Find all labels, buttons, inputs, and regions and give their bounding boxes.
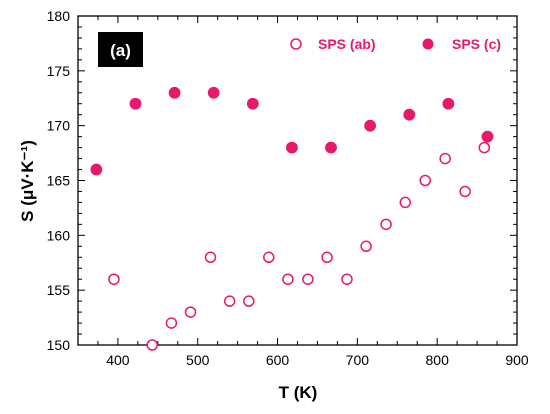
- data-point-sps-ab: [419, 174, 431, 187]
- data-point-sps-ab: [478, 141, 491, 154]
- data-point-sps-ab: [439, 152, 451, 165]
- data-point-sps-c: [481, 130, 494, 143]
- data-point-sps-ab: [184, 306, 197, 318]
- x-tick-label: 800: [426, 352, 450, 368]
- data-points: [90, 86, 494, 351]
- data-point-sps-c: [168, 86, 181, 99]
- data-point-sps-ab: [108, 273, 120, 285]
- y-tick-label: 160: [47, 227, 71, 243]
- data-point-sps-ab: [459, 185, 471, 198]
- data-point-sps-c: [286, 141, 298, 154]
- y-tick-labels: 150 155 160 165 170 175 180: [47, 8, 71, 353]
- x-tick-label: 900: [505, 352, 529, 368]
- data-point-sps-c: [442, 97, 455, 110]
- y-tick-label: 180: [47, 8, 71, 24]
- plot-frame: [77, 15, 518, 346]
- data-point-sps-ab: [341, 273, 353, 285]
- data-point-sps-c: [90, 163, 103, 176]
- data-point-sps-ab: [282, 273, 294, 285]
- x-tick-label: 500: [186, 352, 210, 368]
- legend-marker-sps-ab: [290, 38, 302, 50]
- y-tick-label: 155: [47, 282, 71, 298]
- data-point-sps-c: [207, 86, 220, 99]
- x-tick-labels: 400 500 600 700 800 900: [106, 352, 529, 368]
- y-axis-title: S (μV·K⁻¹): [18, 140, 37, 222]
- data-point-sps-ab: [380, 218, 392, 231]
- axis-ticks: [77, 15, 518, 346]
- x-tick-label: 400: [106, 352, 130, 368]
- data-point-sps-ab: [165, 317, 178, 329]
- panel-label-box: [98, 32, 143, 67]
- y-tick-label: 175: [47, 63, 71, 79]
- data-point-sps-c: [129, 97, 142, 110]
- y-tick-label: 150: [47, 337, 71, 353]
- legend-label-sps-c: SPS (c): [452, 36, 501, 52]
- data-point-sps-ab: [302, 273, 314, 285]
- data-point-sps-ab: [146, 339, 158, 351]
- data-point-sps-c: [403, 108, 416, 121]
- data-point-sps-ab: [223, 295, 236, 307]
- legend: SPS (ab) SPS (c): [290, 36, 501, 52]
- y-tick-label: 165: [47, 173, 71, 189]
- data-point-sps-c: [325, 141, 337, 154]
- x-tick-label: 600: [266, 352, 290, 368]
- data-point-sps-ab: [399, 196, 412, 209]
- data-point-sps-ab: [321, 251, 333, 264]
- data-point-sps-ab: [360, 240, 372, 253]
- x-axis-title: T (K): [279, 383, 318, 402]
- panel-label: (a): [110, 41, 131, 60]
- data-point-sps-c: [364, 119, 377, 132]
- y-tick-label: 170: [47, 118, 71, 134]
- legend-label-sps-ab: SPS (ab): [318, 36, 376, 52]
- x-tick-label: 700: [346, 352, 370, 368]
- data-point-sps-ab: [243, 295, 255, 307]
- data-point-sps-c: [246, 97, 259, 110]
- data-point-sps-ab: [204, 251, 217, 264]
- legend-marker-sps-c: [422, 38, 434, 50]
- data-point-sps-ab: [263, 251, 275, 264]
